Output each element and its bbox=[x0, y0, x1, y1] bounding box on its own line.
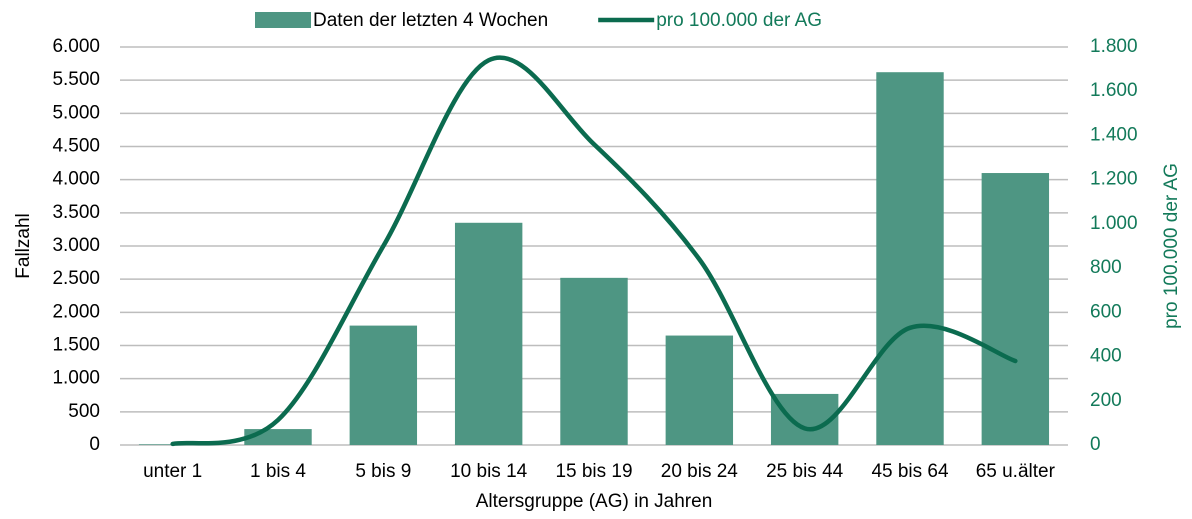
y-tick-label: 2.000 bbox=[52, 301, 100, 322]
y2-tick-label: 600 bbox=[1090, 301, 1122, 322]
y2-tick-label: 200 bbox=[1090, 390, 1122, 411]
x-tick-label: 65 u.älter bbox=[976, 461, 1056, 482]
bar bbox=[665, 335, 734, 445]
y-tick-label: 5.000 bbox=[52, 102, 100, 123]
y-tick-label: 6.000 bbox=[52, 36, 100, 57]
y-tick-label: 500 bbox=[68, 401, 100, 422]
bar bbox=[981, 173, 1050, 446]
y-tick-label: 0 bbox=[89, 434, 100, 455]
x-tick-label: 5 bis 9 bbox=[355, 461, 411, 482]
x-axis-title: Altersgruppe (AG) in Jahren bbox=[476, 491, 713, 512]
y2-tick-label: 400 bbox=[1090, 346, 1122, 367]
y2-tick-label: 800 bbox=[1090, 257, 1122, 278]
y2-tick-label: 1.400 bbox=[1090, 124, 1138, 145]
legend-swatch bbox=[255, 12, 311, 28]
legend-label: pro 100.000 der AG bbox=[656, 10, 822, 31]
y2-tick-label: 0 bbox=[1090, 434, 1101, 455]
y2-tick-label: 1.200 bbox=[1090, 169, 1138, 190]
y-tick-label: 3.500 bbox=[52, 202, 100, 223]
y-tick-label: 5.500 bbox=[52, 69, 100, 90]
x-tick-label: 15 bis 19 bbox=[555, 461, 632, 482]
y2-tick-label: 1.800 bbox=[1090, 36, 1138, 57]
y-tick-label: 3.000 bbox=[52, 235, 100, 256]
y-tick-label: 4.500 bbox=[52, 136, 100, 157]
line bbox=[170, 55, 1018, 447]
bar bbox=[560, 277, 628, 445]
legend-label: Daten der letzten 4 Wochen bbox=[313, 10, 548, 31]
y-axis-title: Fallzahl bbox=[13, 213, 34, 278]
x-tick-label: 1 bis 4 bbox=[250, 461, 306, 482]
x-tick-label: 10 bis 14 bbox=[450, 461, 528, 482]
y2-tick-label: 1.600 bbox=[1090, 80, 1138, 101]
x-tick-label: 45 bis 64 bbox=[871, 461, 949, 482]
bar bbox=[349, 325, 418, 445]
x-tick-label: unter 1 bbox=[143, 461, 202, 482]
y-tick-label: 4.000 bbox=[52, 169, 100, 190]
x-tick-label: 25 bis 44 bbox=[766, 461, 844, 482]
x-tick-label: 20 bis 24 bbox=[661, 461, 739, 482]
y-tick-label: 2.500 bbox=[52, 268, 100, 289]
bar bbox=[876, 72, 944, 445]
y2-tick-label: 1.000 bbox=[1090, 213, 1138, 234]
bar bbox=[454, 222, 523, 445]
y2-axis-title: pro 100.000 der AG bbox=[1161, 163, 1182, 329]
y-tick-label: 1.500 bbox=[52, 335, 100, 356]
y-tick-label: 1.000 bbox=[52, 368, 100, 389]
